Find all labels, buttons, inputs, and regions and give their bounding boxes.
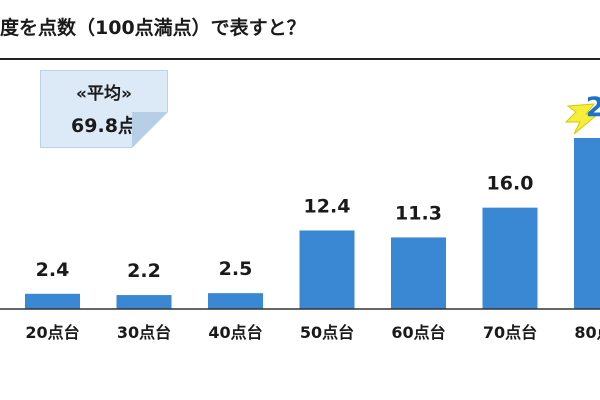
- value-label-50: 12.4: [304, 195, 351, 217]
- bar-40: [208, 293, 263, 309]
- value-label-20: 2.4: [36, 259, 70, 281]
- value-label-60: 11.3: [395, 202, 442, 224]
- bar-30: [116, 295, 172, 309]
- value-label-80: 27: [586, 92, 600, 123]
- category-label-30: 30点台: [117, 323, 171, 342]
- category-label-80: 80点台: [574, 323, 600, 342]
- category-label-20: 20点台: [25, 323, 79, 342]
- value-label-70: 16.0: [487, 173, 534, 195]
- callout-folded-corner: [132, 112, 168, 148]
- category-label-40: 40点台: [208, 323, 262, 342]
- value-label-40: 2.5: [219, 258, 253, 280]
- bar-20: [25, 293, 80, 309]
- average-label: «平均»: [76, 84, 132, 104]
- bar-60: [391, 237, 446, 309]
- value-label-30: 2.2: [127, 260, 161, 282]
- bar-80: [574, 138, 600, 309]
- title-divider: [0, 58, 600, 60]
- category-label-50: 50点台: [300, 323, 354, 342]
- average-value: 69.8点: [71, 115, 137, 137]
- highlight-burst: [564, 103, 600, 135]
- category-label-70: 70点台: [483, 323, 537, 342]
- bar-50: [299, 230, 355, 309]
- chart-title: 度を点数（100点満点）で表すと？: [0, 17, 306, 39]
- bar-70: [482, 207, 538, 309]
- category-label-60: 60点台: [391, 323, 445, 342]
- average-callout: «平均» 69.8点: [40, 70, 168, 148]
